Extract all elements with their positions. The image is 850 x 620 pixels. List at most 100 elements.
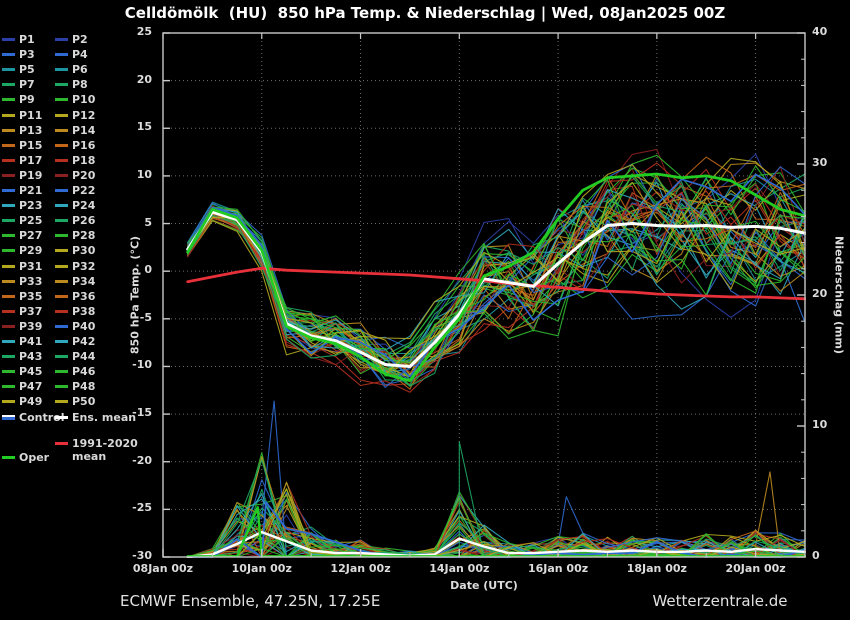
legend-line-swatch — [55, 279, 68, 283]
temp-axis-tick-label: -30 — [132, 549, 152, 562]
legend-item-label: P34 — [72, 274, 96, 288]
legend-item-label: P7 — [19, 78, 35, 92]
legend-item-label: P40 — [72, 319, 96, 333]
legend-line-swatch — [2, 53, 15, 57]
legend-line-swatch — [55, 324, 68, 328]
legend-line-swatch — [2, 385, 15, 389]
temp-axis-tick-label: -5 — [139, 310, 152, 324]
legend-item-label: P11 — [19, 108, 43, 122]
legend-line-swatch — [55, 234, 68, 238]
legend-line-swatch — [55, 68, 68, 72]
legend-item-label: P3 — [19, 48, 35, 62]
legend-item-label: P47 — [19, 380, 43, 394]
legend-item-label: P44 — [72, 350, 96, 364]
legend-line-swatch — [55, 173, 68, 177]
left-axis-label: 850 hPa Temp. (°C) — [128, 235, 142, 355]
legend-item-label: P8 — [72, 78, 88, 92]
legend-item-label: P10 — [72, 93, 96, 107]
legend-line-swatch — [55, 385, 68, 389]
legend-line-swatch — [2, 324, 15, 328]
precip-axis-tick-label: 20 — [812, 287, 828, 300]
legend-line-swatch — [2, 456, 15, 459]
legend-line-swatch — [2, 294, 15, 298]
chart-title: Celldömölk (HU) 850 hPa Temp. & Niedersc… — [124, 4, 726, 22]
legend-line-swatch — [2, 158, 15, 162]
legend-item-label: 1991-2020 — [72, 437, 138, 450]
legend-item-label: Control — [19, 410, 65, 424]
legend-item-label: P31 — [19, 259, 43, 273]
legend-item-label: P27 — [19, 229, 43, 243]
model-info-text: ECMWF Ensemble, 47.25N, 17.25E — [120, 592, 381, 610]
branding-text: Wetterzentrale.de — [652, 592, 788, 610]
legend-item-label: P46 — [72, 365, 96, 379]
temp-axis-tick-label: 25 — [136, 25, 152, 38]
temp-axis-tick-label: 15 — [136, 120, 152, 134]
precip-axis-tick-label: 40 — [812, 25, 828, 38]
legend-line-swatch — [55, 204, 68, 208]
legend-line-swatch — [55, 38, 68, 41]
legend-line-swatch — [55, 264, 68, 268]
temp-axis-tick-label: 10 — [136, 167, 152, 181]
legend-item-label: P32 — [72, 259, 96, 273]
legend-line-swatch — [55, 442, 68, 445]
temp-axis-tick-label: 20 — [136, 72, 152, 86]
legend-line-swatch — [55, 113, 68, 117]
legend-item-label: P12 — [72, 108, 96, 122]
temp-axis-tick-label: -20 — [132, 453, 152, 467]
legend-line-swatch — [2, 340, 15, 343]
legend-item-label: P36 — [72, 289, 96, 303]
legend-item-label: P41 — [19, 335, 43, 348]
legend-line-swatch — [55, 98, 68, 102]
legend-line-swatch — [2, 414, 15, 420]
legend-item-label: P33 — [19, 274, 43, 288]
legend-line-swatch — [55, 128, 68, 132]
legend-line-swatch — [2, 370, 15, 374]
legend-line-swatch — [55, 340, 68, 343]
legend-line-swatch — [2, 98, 15, 102]
legend-line-swatch — [55, 415, 68, 419]
legend-item-label: P50 — [72, 395, 96, 409]
legend-item-label: P2 — [72, 33, 88, 46]
legend-line-swatch — [2, 68, 15, 72]
legend-line-swatch — [55, 158, 68, 162]
legend-item-label: P48 — [72, 380, 96, 394]
legend-item-label: P38 — [72, 304, 96, 318]
legend-line-swatch — [2, 355, 15, 359]
legend-item-label: P21 — [19, 184, 43, 197]
legend-item-label: Oper — [19, 451, 50, 464]
legend-item-label: P1 — [19, 33, 35, 46]
temp-axis-tick-label: 0 — [144, 263, 152, 277]
legend-line-swatch — [2, 143, 15, 147]
legend-item-label: P14 — [72, 123, 96, 137]
legend-line-swatch — [55, 219, 68, 223]
legend-line-swatch — [55, 143, 68, 147]
temp-axis-tick-label: -10 — [132, 358, 152, 372]
temp-axis-tick-label: -25 — [132, 501, 152, 515]
legend-item-label: P29 — [19, 244, 43, 258]
legend-line-swatch — [55, 355, 68, 359]
legend-line-swatch — [55, 370, 68, 374]
legend-line-swatch — [55, 294, 68, 298]
x-axis-label: Date (UTC) — [450, 579, 518, 592]
legend-item-label: P9 — [19, 93, 35, 107]
legend-line-swatch — [2, 279, 15, 283]
legend-item-label: P30 — [72, 244, 96, 258]
date-axis-tick-label: 14Jan 00z — [429, 562, 490, 575]
temp-axis-tick-label: 5 — [144, 215, 152, 229]
legend-line-swatch — [55, 53, 68, 57]
legend-line-swatch — [55, 83, 68, 87]
legend-item-label: Ens. mean — [72, 410, 137, 424]
legend-item-label: P35 — [19, 289, 43, 303]
legend-item-label: P45 — [19, 365, 43, 379]
date-axis-tick-label: 12Jan 00z — [330, 562, 391, 575]
temp-axis-tick-label: -15 — [132, 406, 152, 420]
legend-item-label: P39 — [19, 319, 43, 333]
date-axis-tick-label: 18Jan 00z — [626, 562, 687, 575]
legend-item-label: P15 — [19, 138, 43, 152]
legend-item-climate-mean-line2: mean — [72, 450, 107, 463]
legend-item-label: P28 — [72, 229, 96, 243]
legend-line-swatch — [2, 83, 15, 87]
legend-line-swatch — [2, 113, 15, 117]
legend-item-label: P20 — [72, 168, 96, 182]
